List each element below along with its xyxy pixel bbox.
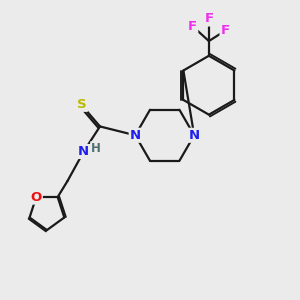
Text: N: N xyxy=(189,129,200,142)
Text: O: O xyxy=(31,190,42,204)
Text: N: N xyxy=(78,145,89,158)
Text: N: N xyxy=(130,129,141,142)
Text: F: F xyxy=(188,20,197,33)
Text: F: F xyxy=(204,13,214,26)
Text: H: H xyxy=(91,142,101,155)
Text: S: S xyxy=(77,98,87,111)
Text: F: F xyxy=(220,24,230,37)
